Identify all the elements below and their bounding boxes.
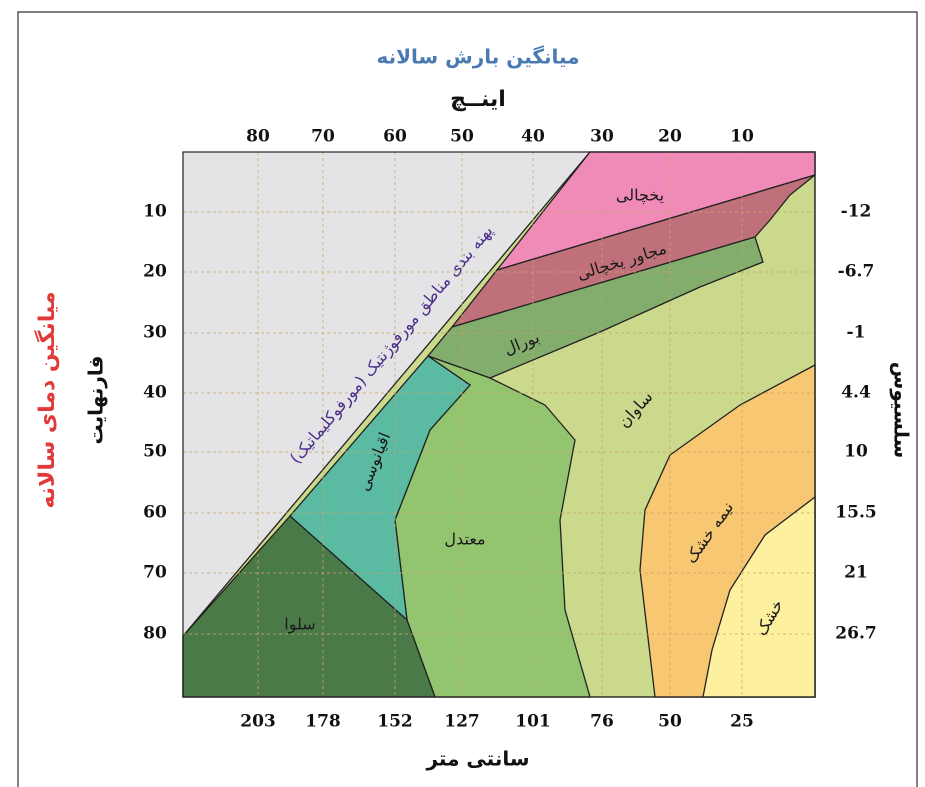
- bottom-tick-label: 127: [444, 712, 480, 732]
- right-unit: سلسیوس: [890, 362, 914, 458]
- left-tick-label: 60: [143, 503, 167, 523]
- top-tick-label: 40: [521, 127, 545, 147]
- top-tick-label: 60: [383, 127, 407, 147]
- grid: [183, 152, 815, 697]
- top-unit: اینــچ: [450, 87, 506, 112]
- left-tick-label: 40: [143, 383, 167, 403]
- top-tick-label: 50: [450, 127, 474, 147]
- left-tick-label: 50: [143, 442, 167, 462]
- plot: [182, 151, 816, 698]
- frame: [17, 11, 918, 787]
- bottom-tick-label: 203: [240, 712, 276, 732]
- right-tick-label: 10: [844, 442, 868, 462]
- left-tick-label: 20: [143, 262, 167, 282]
- top-tick-label: 10: [730, 127, 754, 147]
- left-unit: فارنهایت: [84, 355, 108, 444]
- top-tick-label: 30: [590, 127, 614, 147]
- top-tick-label: 20: [658, 127, 682, 147]
- left-title: میانگین دمای سالانه: [33, 291, 60, 508]
- bottom-unit: سانتی متر: [425, 747, 529, 771]
- right-tick-label: 4.4: [841, 383, 871, 403]
- left-tick-label: 10: [143, 202, 167, 222]
- bottom-tick-label: 152: [377, 712, 413, 732]
- bottom-tick-label: 50: [658, 712, 682, 732]
- right-tick-label: 15.5: [835, 503, 876, 523]
- left-tick-label: 70: [143, 563, 167, 583]
- left-tick-label: 30: [143, 323, 167, 343]
- top-tick-label: 70: [311, 127, 335, 147]
- region-label: معتدل: [444, 530, 485, 549]
- right-tick-label: -1: [847, 323, 866, 343]
- right-tick-label: 26.7: [835, 624, 876, 644]
- right-tick-label: 21: [844, 563, 868, 583]
- right-tick-label: -6.7: [838, 262, 875, 282]
- top-tick-label: 80: [246, 127, 270, 147]
- plot-border: [182, 151, 816, 698]
- left-tick-label: 80: [143, 624, 167, 644]
- region-label: سلوا: [284, 615, 315, 635]
- right-tick-label: -12: [841, 202, 872, 222]
- bottom-tick-label: 76: [590, 712, 614, 732]
- bottom-tick-label: 101: [515, 712, 551, 732]
- title: میانگین بارش سالانه: [376, 45, 579, 69]
- bottom-tick-label: 25: [730, 712, 754, 732]
- bottom-tick-label: 178: [305, 712, 341, 732]
- region-label: یخچالی: [616, 186, 664, 205]
